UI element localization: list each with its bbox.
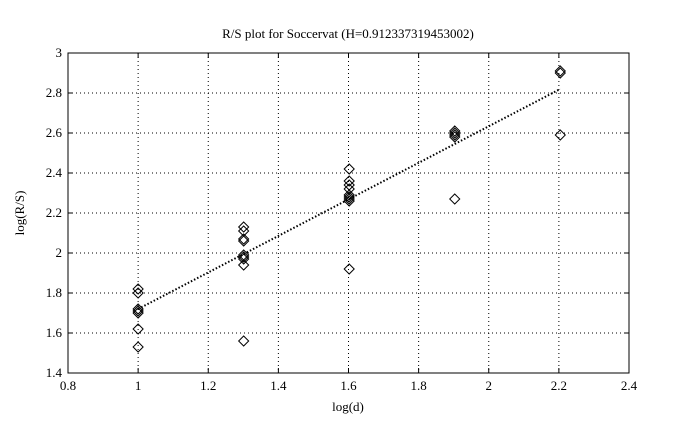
data-point-diamond [237,251,250,263]
y-tick-label: 2 [56,245,63,260]
data-point-diamond [343,189,355,201]
grid [68,53,629,373]
data-point-diamond [343,191,355,203]
x-tick-label: 1 [135,378,142,393]
data-point-diamond [343,263,355,275]
data-point-diamond [132,341,144,353]
y-tick-labels: 1.4 1.6 1.8 2 2.2 2.4 2.6 2.8 3 [46,45,63,380]
data-point-diamond [449,131,461,143]
data-point-diamond [237,221,250,233]
y-axis-label: log(R/S) [12,191,27,236]
x-tick-label: 2.2 [551,378,567,393]
data-point-diamond [343,163,355,175]
data-point-diamond [554,67,566,79]
data-point-diamond [132,305,144,317]
data-point-diamond [343,175,355,187]
x-tick-label: 0.8 [60,378,76,393]
y-tick-label: 1.4 [46,365,63,380]
x-tick-label: 2 [486,378,493,393]
x-tick-label: 1.2 [200,378,216,393]
x-tick-label: 1.6 [340,378,357,393]
data-point-diamond [132,287,144,299]
data-point-diamond [554,65,566,77]
data-point-diamond [449,193,461,205]
data-point-diamond [554,129,566,141]
chart-title: R/S plot for Soccervat (H=0.912337319453… [222,26,474,41]
data-point-diamond [343,195,355,207]
data-point-diamond [449,125,461,137]
data-point-diamond [132,283,144,295]
data-point-diamond [237,235,250,247]
data-point-diamond [449,127,461,139]
y-tick-label: 2.2 [46,205,62,220]
data-point-diamond [132,303,144,315]
y-tick-label: 1.6 [46,325,63,340]
y-tick-label: 2.4 [46,165,63,180]
data-point-diamond [449,129,461,141]
y-tick-label: 2.6 [46,125,63,140]
data-point-diamond [132,323,144,335]
fit-line-group [137,88,561,310]
x-tick-label: 1.8 [411,378,427,393]
data-point-diamond [343,193,355,205]
x-tick-label: 1.4 [270,378,287,393]
data-point-diamond [237,253,250,265]
data-point-diamond [237,259,250,271]
y-tick-label: 2.8 [46,85,62,100]
data-point-diamond [132,307,144,319]
data-points [132,65,566,353]
x-tick-labels: 0.8 1 1.2 1.4 1.6 1.8 2 2.2 2.4 [60,378,638,393]
x-axis-label: log(d) [332,399,364,414]
y-tick-label: 3 [56,45,63,60]
x-tick-label: 2.4 [621,378,638,393]
data-point-diamond [237,233,250,245]
y-tick-label: 1.8 [46,285,62,300]
fit-line [137,88,561,310]
data-point-diamond [237,335,250,347]
axis-ticks [67,52,630,374]
data-point-diamond [343,179,355,191]
